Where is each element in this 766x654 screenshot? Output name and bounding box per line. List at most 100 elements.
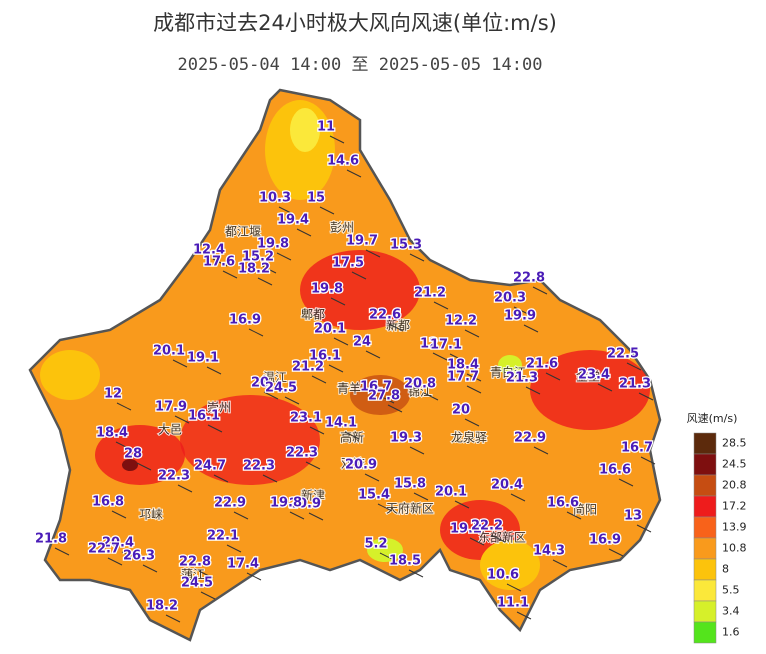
station-value: 28 bbox=[124, 447, 142, 462]
wind-barb bbox=[115, 441, 131, 450]
wind-barb bbox=[172, 359, 188, 368]
station-value: 22.9 bbox=[514, 431, 546, 446]
station-value: 11.1 bbox=[497, 596, 529, 611]
district-label: 金堂 bbox=[576, 369, 600, 384]
wind-barb bbox=[413, 492, 429, 501]
wind-barb bbox=[346, 169, 362, 178]
station-value: 13 bbox=[624, 509, 642, 524]
wind-barb bbox=[344, 431, 360, 440]
wind-barb bbox=[308, 512, 324, 521]
station-value: 16.9 bbox=[589, 533, 621, 548]
wind-barb bbox=[257, 277, 273, 286]
station-value: 16.8 bbox=[92, 495, 124, 510]
wind-barb bbox=[198, 570, 214, 579]
district-label: 大邑 bbox=[158, 423, 182, 437]
station-value: 20.1 bbox=[153, 344, 185, 359]
station-value: 21.2 bbox=[292, 360, 324, 375]
legend-swatch bbox=[693, 621, 717, 644]
station-value: 19.3 bbox=[390, 431, 422, 446]
wind-barb bbox=[408, 569, 424, 578]
station-value: 16.7 bbox=[360, 380, 392, 395]
station-value: 14.1 bbox=[325, 416, 357, 431]
district-label: 锦江 bbox=[408, 385, 432, 399]
wind-barb bbox=[111, 510, 127, 519]
wind-barb bbox=[636, 524, 652, 533]
station-value: 17.6 bbox=[203, 255, 235, 270]
wind-barb bbox=[328, 364, 344, 373]
wind-barb bbox=[377, 503, 393, 512]
station-value: 15.8 bbox=[394, 477, 426, 492]
district-label: 邛崃 bbox=[139, 508, 163, 522]
station-value: 14.3 bbox=[533, 544, 565, 559]
wind-barb bbox=[532, 286, 548, 295]
legend-tick-label: 20.8 bbox=[722, 479, 747, 492]
district-label: 新津 bbox=[301, 488, 325, 503]
station-value: 17.1 bbox=[430, 338, 462, 353]
legend-swatch bbox=[693, 579, 717, 602]
wind-barb bbox=[533, 446, 549, 455]
wind-barb bbox=[566, 511, 582, 520]
wind-barb bbox=[278, 206, 294, 215]
legend-swatch bbox=[693, 600, 717, 623]
wind-barb bbox=[116, 402, 132, 411]
district-label: 彭州 bbox=[330, 221, 354, 235]
station-value: 21.2 bbox=[414, 286, 446, 301]
station-value: 23.1 bbox=[290, 411, 322, 426]
subtitle: 2025-05-04 14:00 至 2025-05-05 14:00 bbox=[178, 55, 543, 75]
station-value: 12 bbox=[420, 337, 438, 352]
wind-barb bbox=[200, 591, 216, 600]
district-label: 双流 bbox=[341, 457, 365, 471]
wind-barb bbox=[464, 418, 480, 427]
district-label: 新都 bbox=[386, 318, 410, 333]
station-value: 22.3 bbox=[286, 446, 318, 461]
wind-barb bbox=[638, 392, 654, 401]
station-value: 20.4 bbox=[102, 536, 134, 551]
wind-barb bbox=[121, 551, 137, 560]
station-value: 16.9 bbox=[229, 313, 261, 328]
wind-barb bbox=[388, 323, 404, 332]
station-value: 12.4 bbox=[193, 243, 225, 258]
station-value: 19.1 bbox=[187, 351, 219, 366]
station-value: 22.1 bbox=[207, 529, 239, 544]
station-value: 22.3 bbox=[158, 469, 190, 484]
legend-tick-label: 17.2 bbox=[722, 500, 747, 513]
legend-swatch bbox=[693, 453, 717, 476]
wind-barb bbox=[261, 265, 277, 274]
station-value: 15 bbox=[307, 191, 325, 206]
wind-barb bbox=[246, 572, 262, 581]
wind-barb bbox=[387, 404, 403, 413]
wind-barb bbox=[464, 329, 480, 338]
wind-barb bbox=[165, 614, 181, 623]
station-value: 15.3 bbox=[390, 238, 422, 253]
station-value: 20.9 bbox=[289, 497, 321, 512]
wind-barb bbox=[433, 301, 449, 310]
station-value: 20 bbox=[452, 403, 470, 418]
station-value: 19.4 bbox=[277, 213, 309, 228]
legend-tick-label: 28.5 bbox=[722, 437, 747, 450]
station-value: 20.4 bbox=[491, 478, 523, 493]
station-value: 22.9 bbox=[214, 496, 246, 511]
station-value: 18.5 bbox=[389, 554, 421, 569]
wind-barb bbox=[263, 391, 279, 400]
legend-swatch bbox=[693, 432, 717, 455]
legend-swatch bbox=[693, 474, 717, 497]
station-value: 20.1 bbox=[314, 322, 346, 337]
station-value: 19.8 bbox=[257, 237, 289, 252]
wind-barb bbox=[351, 271, 367, 280]
district-label: 郫都 bbox=[301, 307, 325, 322]
legend-tick-label: 5.5 bbox=[722, 584, 740, 597]
station-value: 24 bbox=[353, 335, 371, 350]
wind-barb bbox=[319, 206, 335, 215]
station-value: 17.7 bbox=[447, 370, 479, 385]
wind-barb bbox=[545, 372, 561, 381]
station-value: 22.8 bbox=[513, 271, 545, 286]
district-label: 崇州 bbox=[207, 401, 231, 415]
station-value: 24.5 bbox=[181, 576, 213, 591]
legend-swatch bbox=[693, 516, 717, 539]
station-value: 22.7 bbox=[88, 542, 120, 557]
wind-barb bbox=[284, 396, 300, 405]
station-value: 20.1 bbox=[435, 485, 467, 500]
station-value: 19.7 bbox=[346, 234, 378, 249]
wind-barb bbox=[54, 547, 70, 556]
